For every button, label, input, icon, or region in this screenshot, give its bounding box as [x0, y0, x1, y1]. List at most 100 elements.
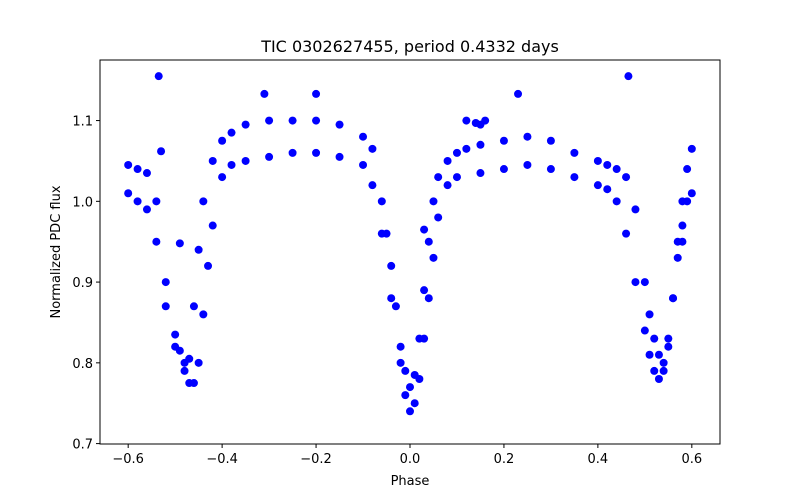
data-point — [673, 253, 682, 262]
data-point — [401, 366, 410, 375]
data-point — [194, 358, 203, 367]
data-point — [443, 181, 452, 190]
data-point — [142, 205, 151, 214]
data-point — [377, 197, 386, 206]
data-point — [208, 221, 217, 230]
x-tick-label: −0.4 — [206, 452, 238, 467]
data-point — [152, 197, 161, 206]
data-point — [124, 189, 133, 198]
data-point — [659, 366, 668, 375]
data-point — [514, 89, 523, 98]
data-point — [335, 152, 344, 161]
data-point — [429, 253, 438, 262]
data-point — [523, 160, 532, 169]
data-point — [570, 173, 579, 182]
y-axis-label: Normalized PDC flux — [49, 185, 64, 318]
data-point — [476, 140, 485, 149]
data-point — [288, 148, 297, 157]
data-point — [650, 334, 659, 343]
y-tick-label: 1.1 — [72, 115, 93, 130]
data-point — [481, 116, 490, 125]
data-point — [678, 237, 687, 246]
data-point — [603, 160, 612, 169]
data-point — [227, 160, 236, 169]
data-point — [650, 366, 659, 375]
data-point — [180, 366, 189, 375]
data-point — [415, 374, 424, 383]
data-point — [171, 342, 180, 351]
y-tick-label: 0.8 — [72, 357, 93, 372]
data-point — [664, 342, 673, 351]
data-point — [612, 197, 621, 206]
data-point — [452, 173, 461, 182]
data-point — [424, 294, 433, 303]
data-point — [133, 197, 142, 206]
data-point — [199, 310, 208, 319]
data-point — [424, 237, 433, 246]
data-point — [546, 165, 555, 174]
data-point — [678, 221, 687, 230]
data-point — [391, 302, 400, 311]
data-point — [499, 136, 508, 145]
data-point — [659, 358, 668, 367]
data-point — [654, 374, 663, 383]
data-point — [265, 152, 274, 161]
data-point — [312, 148, 321, 157]
data-point — [133, 165, 142, 174]
data-point — [462, 116, 471, 125]
data-point — [218, 173, 227, 182]
data-point — [593, 181, 602, 190]
data-point — [241, 156, 250, 165]
x-tick-label: 0.0 — [400, 452, 421, 467]
x-tick-label: 0.2 — [494, 452, 515, 467]
data-point — [434, 173, 443, 182]
data-point — [401, 391, 410, 400]
data-point — [185, 354, 194, 363]
data-point — [631, 205, 640, 214]
data-point — [664, 334, 673, 343]
data-point — [359, 160, 368, 169]
data-point — [622, 229, 631, 238]
data-point — [208, 156, 217, 165]
data-point — [687, 189, 696, 198]
data-point — [640, 326, 649, 335]
data-point — [396, 342, 405, 351]
data-point — [640, 278, 649, 287]
y-tick-label: 1.0 — [72, 195, 93, 210]
data-point — [161, 302, 170, 311]
data-point — [434, 213, 443, 222]
x-tick-label: −0.6 — [112, 452, 144, 467]
data-point — [669, 294, 678, 303]
data-point — [654, 350, 663, 359]
data-point — [622, 173, 631, 182]
data-point — [161, 278, 170, 287]
y-tick-label: 0.7 — [72, 438, 93, 453]
data-point — [443, 156, 452, 165]
data-point — [624, 72, 633, 81]
data-point — [368, 181, 377, 190]
data-point — [204, 261, 213, 270]
data-point — [523, 132, 532, 141]
data-point — [157, 147, 166, 156]
data-point — [312, 116, 321, 125]
x-tick-label: 0.6 — [681, 452, 702, 467]
data-point — [260, 89, 269, 98]
x-tick-label: 0.4 — [588, 452, 609, 467]
data-point — [288, 116, 297, 125]
data-point — [645, 350, 654, 359]
data-point — [645, 310, 654, 319]
data-point — [410, 399, 419, 408]
data-point — [335, 120, 344, 129]
data-point — [612, 165, 621, 174]
data-points — [124, 72, 696, 416]
data-point — [377, 229, 386, 238]
data-point — [189, 302, 198, 311]
x-axis-label: Phase — [391, 474, 430, 489]
data-point — [631, 278, 640, 287]
data-point — [241, 120, 250, 129]
data-point — [387, 294, 396, 303]
data-point — [683, 165, 692, 174]
data-point — [420, 286, 429, 295]
data-point — [218, 136, 227, 145]
